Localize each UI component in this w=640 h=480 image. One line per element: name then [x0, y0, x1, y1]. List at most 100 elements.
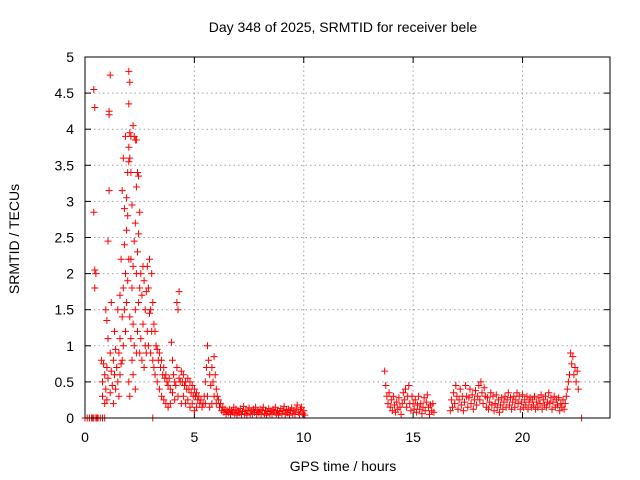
data-point — [429, 400, 437, 408]
data-point — [99, 378, 106, 386]
data-point — [475, 382, 483, 389]
data-point — [275, 411, 283, 419]
data-point — [399, 389, 407, 397]
data-point — [131, 306, 139, 314]
data-point — [480, 384, 488, 392]
data-point — [126, 78, 134, 86]
x-tick-label: 20 — [515, 429, 531, 445]
data-point — [126, 392, 134, 400]
data-point — [301, 411, 309, 419]
data-point — [572, 378, 580, 386]
data-point — [140, 277, 148, 285]
data-point — [101, 400, 109, 408]
data-point — [208, 364, 216, 371]
data-point — [464, 403, 472, 411]
data-point — [129, 371, 137, 379]
data-point — [134, 248, 141, 256]
data-point — [116, 335, 124, 343]
data-point — [383, 392, 391, 400]
data-point — [104, 374, 112, 382]
data-point — [214, 396, 222, 404]
y-tick-label: 3 — [66, 193, 74, 209]
data-point — [497, 401, 505, 409]
data-point — [102, 306, 110, 314]
data-point — [263, 411, 271, 419]
data-point — [130, 237, 138, 245]
data-point — [564, 378, 572, 386]
data-point — [97, 356, 105, 364]
data-point — [91, 104, 99, 111]
data-point — [119, 154, 127, 162]
data-point — [286, 411, 293, 419]
data-point — [131, 385, 139, 393]
data-point — [100, 360, 108, 368]
data-point — [400, 396, 408, 404]
data-point — [485, 405, 493, 413]
data-point — [138, 291, 146, 299]
data-point — [155, 385, 163, 393]
data-point — [210, 353, 218, 361]
data-point — [559, 396, 567, 404]
data-point — [498, 394, 506, 402]
data-point — [522, 401, 530, 409]
data-point — [179, 392, 187, 400]
data-point — [105, 107, 113, 115]
data-point — [538, 405, 546, 413]
data-point — [213, 392, 221, 400]
data-point — [149, 299, 157, 306]
data-point — [204, 392, 211, 400]
data-point — [126, 313, 134, 321]
data-point — [135, 230, 143, 238]
data-point — [144, 342, 152, 350]
data-point — [562, 392, 570, 400]
y-tick-label: 3.5 — [55, 157, 75, 173]
data-point — [125, 158, 133, 166]
data-point — [99, 392, 106, 400]
data-point — [472, 387, 479, 395]
data-point — [128, 201, 136, 209]
data-point — [129, 122, 137, 130]
data-point — [543, 403, 551, 411]
data-point — [455, 396, 463, 404]
data-point — [132, 136, 140, 144]
data-point — [182, 400, 190, 408]
data-point — [504, 389, 512, 397]
y-tick-label: 1 — [66, 338, 74, 354]
data-point — [163, 378, 171, 386]
data-point — [108, 382, 116, 389]
data-point — [298, 403, 306, 411]
data-point — [536, 400, 544, 408]
data-point — [563, 385, 571, 393]
data-point — [207, 382, 215, 389]
data-point — [569, 353, 577, 361]
data-point — [91, 284, 99, 292]
x-axis-label: GPS time / hours — [290, 458, 397, 474]
data-point — [228, 407, 236, 415]
data-point — [461, 398, 468, 406]
data-point — [466, 385, 474, 393]
data-point — [130, 342, 138, 350]
data-point — [127, 169, 135, 176]
data-point — [405, 382, 413, 389]
data-point — [257, 410, 265, 418]
data-point — [109, 400, 117, 408]
x-tick-label: 10 — [296, 429, 312, 445]
data-point — [555, 394, 563, 402]
data-point — [117, 255, 125, 263]
data-point — [489, 392, 497, 400]
data-point — [381, 367, 389, 375]
data-point — [138, 356, 146, 364]
data-point — [112, 345, 120, 353]
data-point — [422, 398, 430, 406]
data-point — [452, 382, 460, 389]
data-point — [426, 410, 433, 418]
data-point — [388, 407, 396, 415]
data-point — [132, 183, 140, 191]
data-point — [114, 306, 122, 314]
data-point — [114, 378, 122, 386]
data-point — [560, 405, 568, 413]
data-point — [158, 356, 166, 364]
data-point — [204, 342, 211, 350]
data-point — [542, 392, 549, 400]
y-tick-label: 4.5 — [55, 85, 75, 101]
